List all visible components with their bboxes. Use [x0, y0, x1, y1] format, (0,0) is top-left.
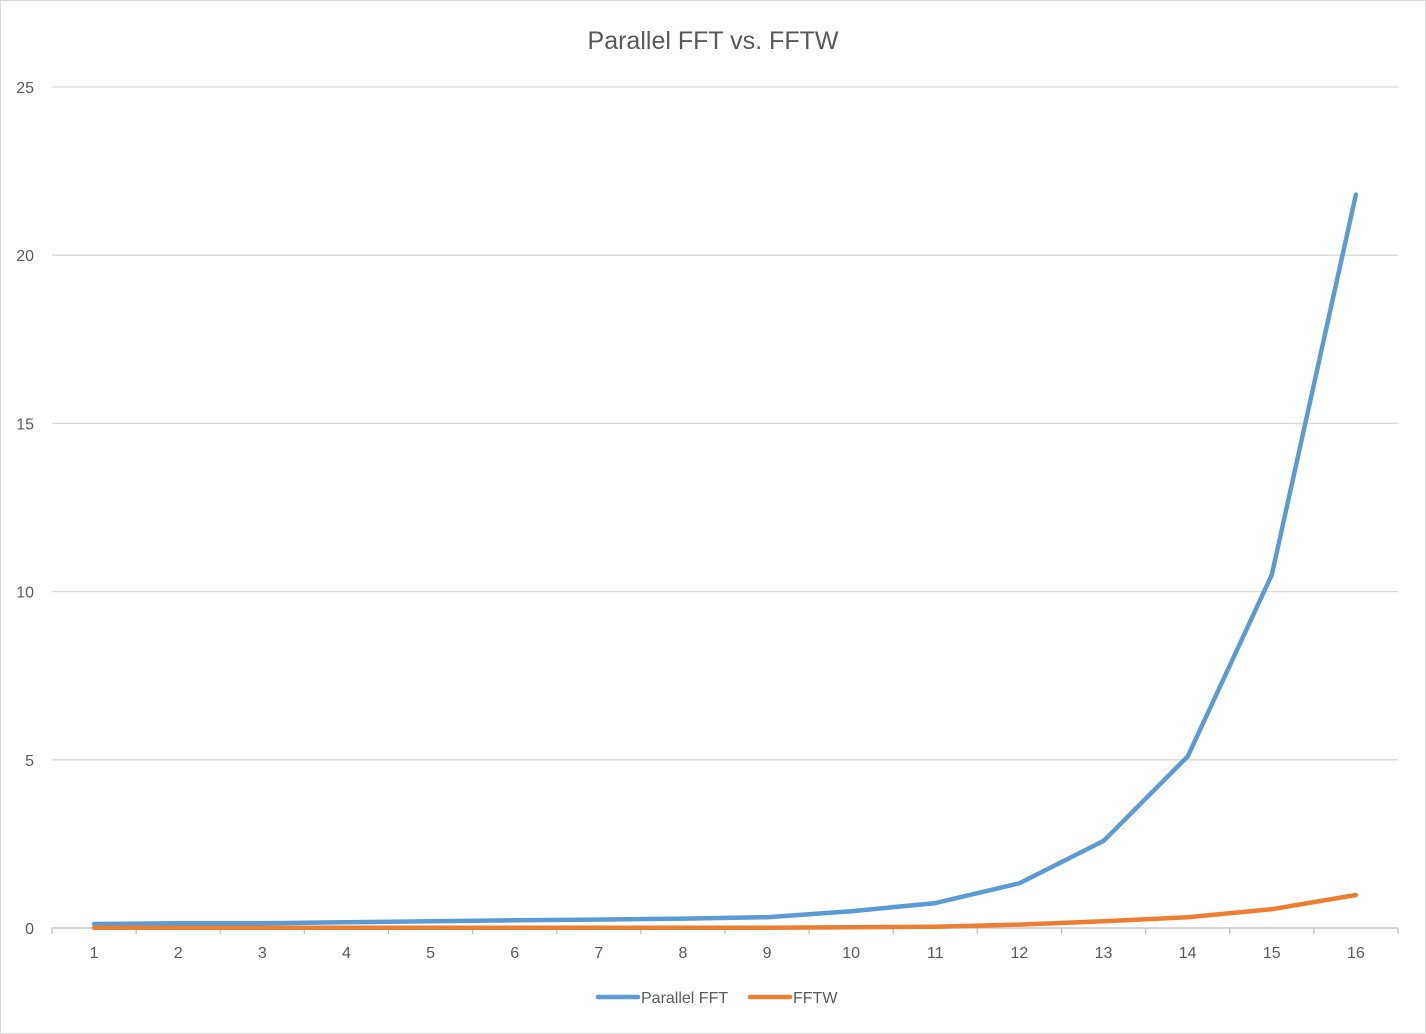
x-axis-ticks: 1 2 3 4 5 6 7 8 9 10 11 12 13 14 15 16	[51, 928, 1399, 962]
series-line-parallel-fft	[91, 192, 1359, 927]
y-tick-label: 25	[16, 80, 34, 97]
x-tick-label: 6	[510, 945, 519, 962]
x-tick-label: 13	[1095, 945, 1113, 962]
legend-label: Parallel FFT	[641, 990, 728, 1007]
x-tick-label: 14	[1179, 945, 1197, 962]
x-tick-label: 9	[763, 945, 772, 962]
legend-label: FFTW	[793, 990, 838, 1007]
y-tick-label: 5	[25, 753, 34, 770]
x-tick-label: 15	[1263, 945, 1281, 962]
y-tick-label: 10	[16, 585, 34, 602]
x-tick-label: 16	[1347, 945, 1365, 962]
x-tick-label: 4	[342, 945, 351, 962]
y-tick-label: 20	[16, 248, 34, 265]
legend: Parallel FFT FFTW	[595, 990, 838, 1007]
y-tick-label: 15	[16, 416, 34, 433]
x-tick-label: 1	[90, 945, 99, 962]
x-tick-label: 7	[594, 945, 603, 962]
x-tick-label: 2	[174, 945, 183, 962]
x-tick-label: 12	[1011, 945, 1029, 962]
series-lines	[91, 192, 1359, 930]
x-tick-label: 5	[426, 945, 435, 962]
series-line-fftw	[91, 892, 1359, 930]
x-tick-label: 8	[678, 945, 687, 962]
chart-title: Parallel FFT vs. FFTW	[588, 27, 839, 55]
x-tick-label: 11	[927, 945, 944, 962]
y-tick-label: 0	[25, 921, 34, 938]
y-axis-ticks: 0 5 10 15 20 25	[16, 80, 34, 938]
x-tick-label: 3	[258, 945, 267, 962]
gridlines	[52, 86, 1398, 929]
x-tick-label: 10	[842, 945, 860, 962]
